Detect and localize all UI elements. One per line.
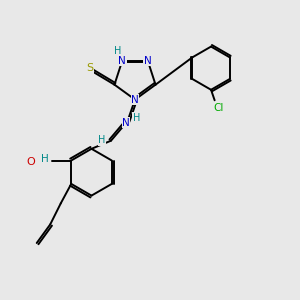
Text: N: N [118,56,126,65]
Text: N: N [144,56,152,65]
Text: H: H [41,154,49,164]
Text: N: N [122,118,130,128]
Text: H: H [133,112,140,123]
Text: O: O [26,157,35,167]
Text: H: H [114,46,122,56]
Text: Cl: Cl [213,103,224,113]
Text: N: N [131,94,139,105]
Text: H: H [98,135,106,145]
Text: S: S [86,63,93,73]
